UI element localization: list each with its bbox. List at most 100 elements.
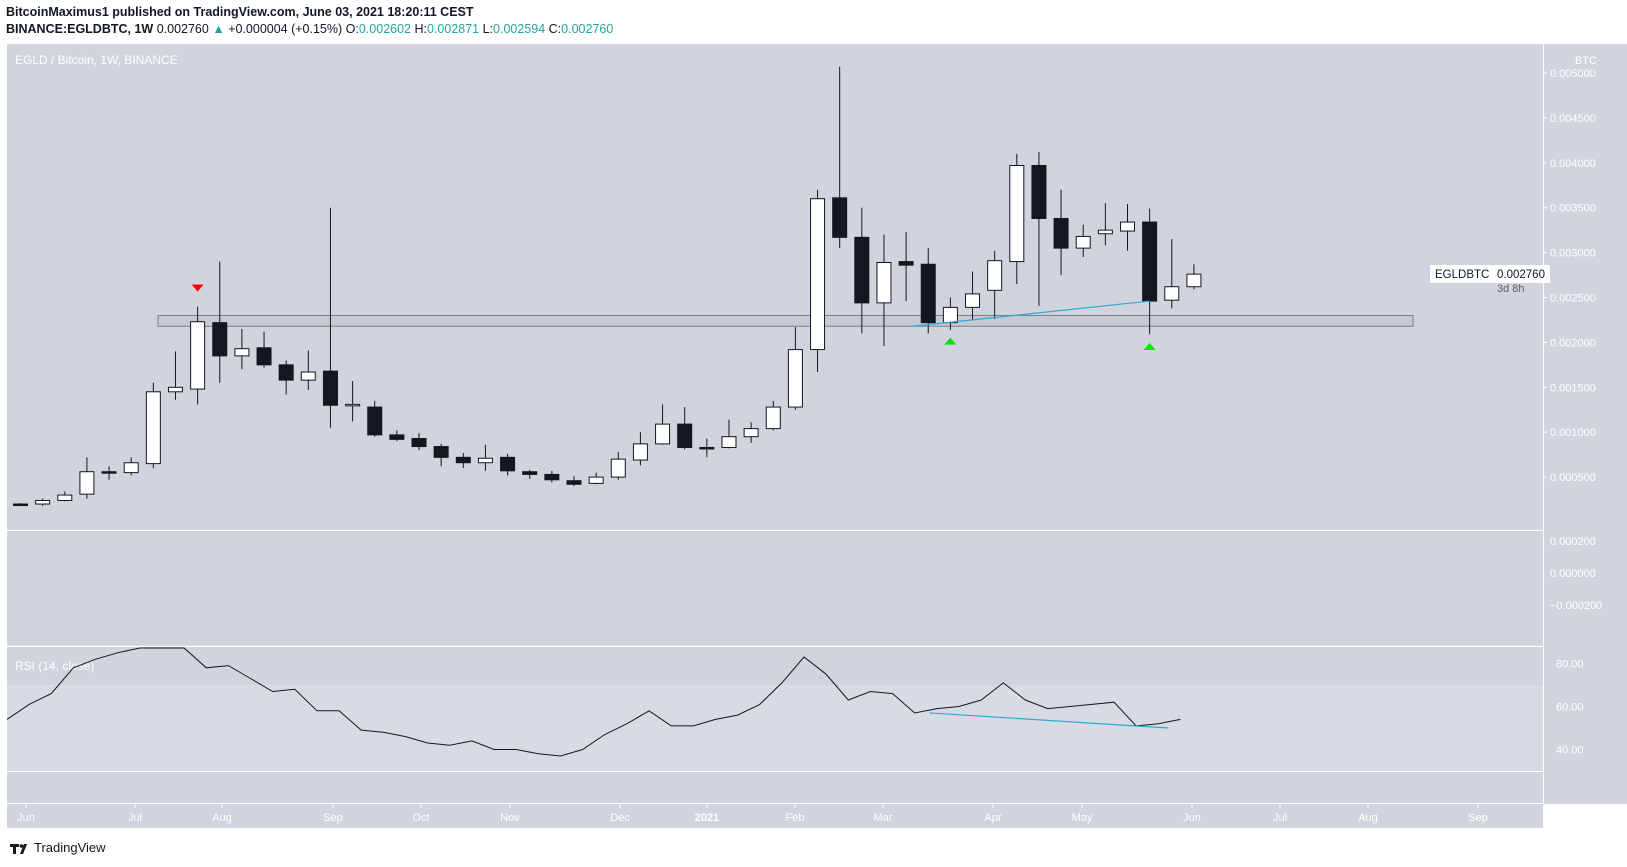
candle [854, 207, 870, 334]
time-tick-label: Sep [1468, 812, 1488, 824]
change-value: +0.000004 (+0.15%) [228, 22, 343, 36]
time-tick-label: Jun [1183, 812, 1201, 824]
time-tick-label: Nov [500, 812, 520, 824]
candle [256, 331, 272, 368]
high-value: 0.002871 [426, 22, 480, 36]
candle-body [79, 471, 95, 495]
candle [13, 503, 28, 507]
open-label: O: [345, 22, 359, 36]
candle [167, 351, 183, 400]
time-tick-label: Apr [984, 812, 1001, 824]
candle [1075, 224, 1091, 258]
tradingview-footer[interactable]: TradingView [10, 840, 106, 855]
rsi-series [6, 647, 1181, 757]
price-pane[interactable] [7, 44, 1543, 530]
time-axis[interactable] [7, 804, 1543, 828]
candle-body [677, 423, 693, 448]
candle-body [721, 436, 737, 448]
candle [1142, 208, 1158, 335]
candle [810, 189, 826, 373]
candle [35, 498, 51, 506]
time-tick-label: Jul [128, 812, 142, 824]
candle [367, 400, 383, 437]
candle-body [455, 456, 471, 464]
rsi-title: RSI (14, close) [15, 659, 94, 673]
candle [1009, 153, 1025, 285]
trendline [912, 300, 1150, 327]
candle [721, 419, 737, 449]
candle [920, 248, 936, 334]
tradingview-logo-icon [10, 841, 28, 855]
up-marker-icon [1143, 342, 1156, 350]
candle [411, 433, 427, 451]
candle [544, 470, 560, 483]
low-value: 0.002594 [493, 22, 546, 36]
candle-body [632, 443, 648, 461]
trendline-group [912, 300, 1150, 327]
candle-body [920, 263, 936, 324]
price-tick-label: 0.004500 [1550, 113, 1596, 125]
price-axis[interactable] [1543, 44, 1627, 804]
time-tick-label: Feb [786, 812, 805, 824]
candle [522, 469, 538, 479]
candle-body [234, 348, 250, 357]
candle [500, 453, 516, 476]
candle [1097, 203, 1113, 246]
candle-body [1120, 221, 1135, 232]
candle-body [101, 471, 117, 474]
candle-body [787, 349, 803, 408]
candle-body [987, 260, 1003, 291]
candle-body [1009, 164, 1025, 263]
candle-body [322, 370, 338, 406]
candle [610, 451, 626, 480]
candle [1053, 189, 1069, 276]
pane-title: EGLD / Bitcoin, 1W, BINANCE [15, 53, 178, 67]
rsi-ticks: 80.00 60.00 40.00 [1556, 659, 1584, 757]
candle-body [544, 473, 560, 481]
candle-body [13, 503, 28, 507]
candle-body [433, 446, 449, 458]
time-tick-label: Sep [323, 812, 343, 824]
change-arrow-icon: ▲ [212, 22, 225, 36]
candle [787, 327, 803, 410]
candle [57, 491, 73, 502]
candle [190, 306, 206, 405]
rsi-line [6, 647, 1181, 757]
candle-body [1031, 164, 1047, 219]
candle-body [212, 322, 228, 357]
candle [677, 407, 693, 450]
price-ticks: 0.005000 0.004500 0.004000 0.003500 0.003000… [1543, 68, 1596, 484]
close-label: C: [548, 22, 562, 36]
up-marker-icon [944, 337, 957, 345]
candle-body [123, 462, 139, 474]
time-tick-label: Aug [212, 812, 232, 824]
price-tick-label: 0.004000 [1550, 158, 1596, 170]
indicator-tick-label: 0.000200 [1550, 536, 1596, 548]
symbol-name: BINANCE:EGLDBTC, 1W [6, 22, 154, 36]
indicator-pane[interactable] [7, 531, 1543, 646]
time-tick-label: Oct [412, 812, 429, 824]
price-label-value: 0.002760 [1497, 269, 1545, 281]
time-tick-label: Jul [1273, 812, 1287, 824]
candle-body [610, 458, 626, 478]
candle-body [345, 403, 361, 407]
candle [588, 472, 604, 485]
indicator-tick-label: −0.000200 [1550, 600, 1602, 612]
rsi-divergence-line [929, 712, 1169, 729]
candle [212, 261, 228, 383]
unit-label: BTC [1575, 55, 1597, 67]
publish-info: BitcoinMaximus1 published on TradingView… [6, 5, 474, 19]
price-tick-label: 0.003500 [1550, 203, 1596, 215]
candle [79, 457, 95, 499]
candle [876, 234, 892, 346]
publisher-line: BitcoinMaximus1 published on TradingView… [6, 5, 474, 19]
candle [632, 432, 648, 466]
candle-body [876, 261, 892, 304]
candle [743, 422, 759, 443]
price-tick-label: 0.005000 [1550, 68, 1596, 80]
candle [234, 328, 250, 370]
price-label-symbol: EGLDBTC [1435, 269, 1489, 281]
candle [832, 66, 848, 249]
rsi-tick-label: 80.00 [1556, 659, 1584, 671]
